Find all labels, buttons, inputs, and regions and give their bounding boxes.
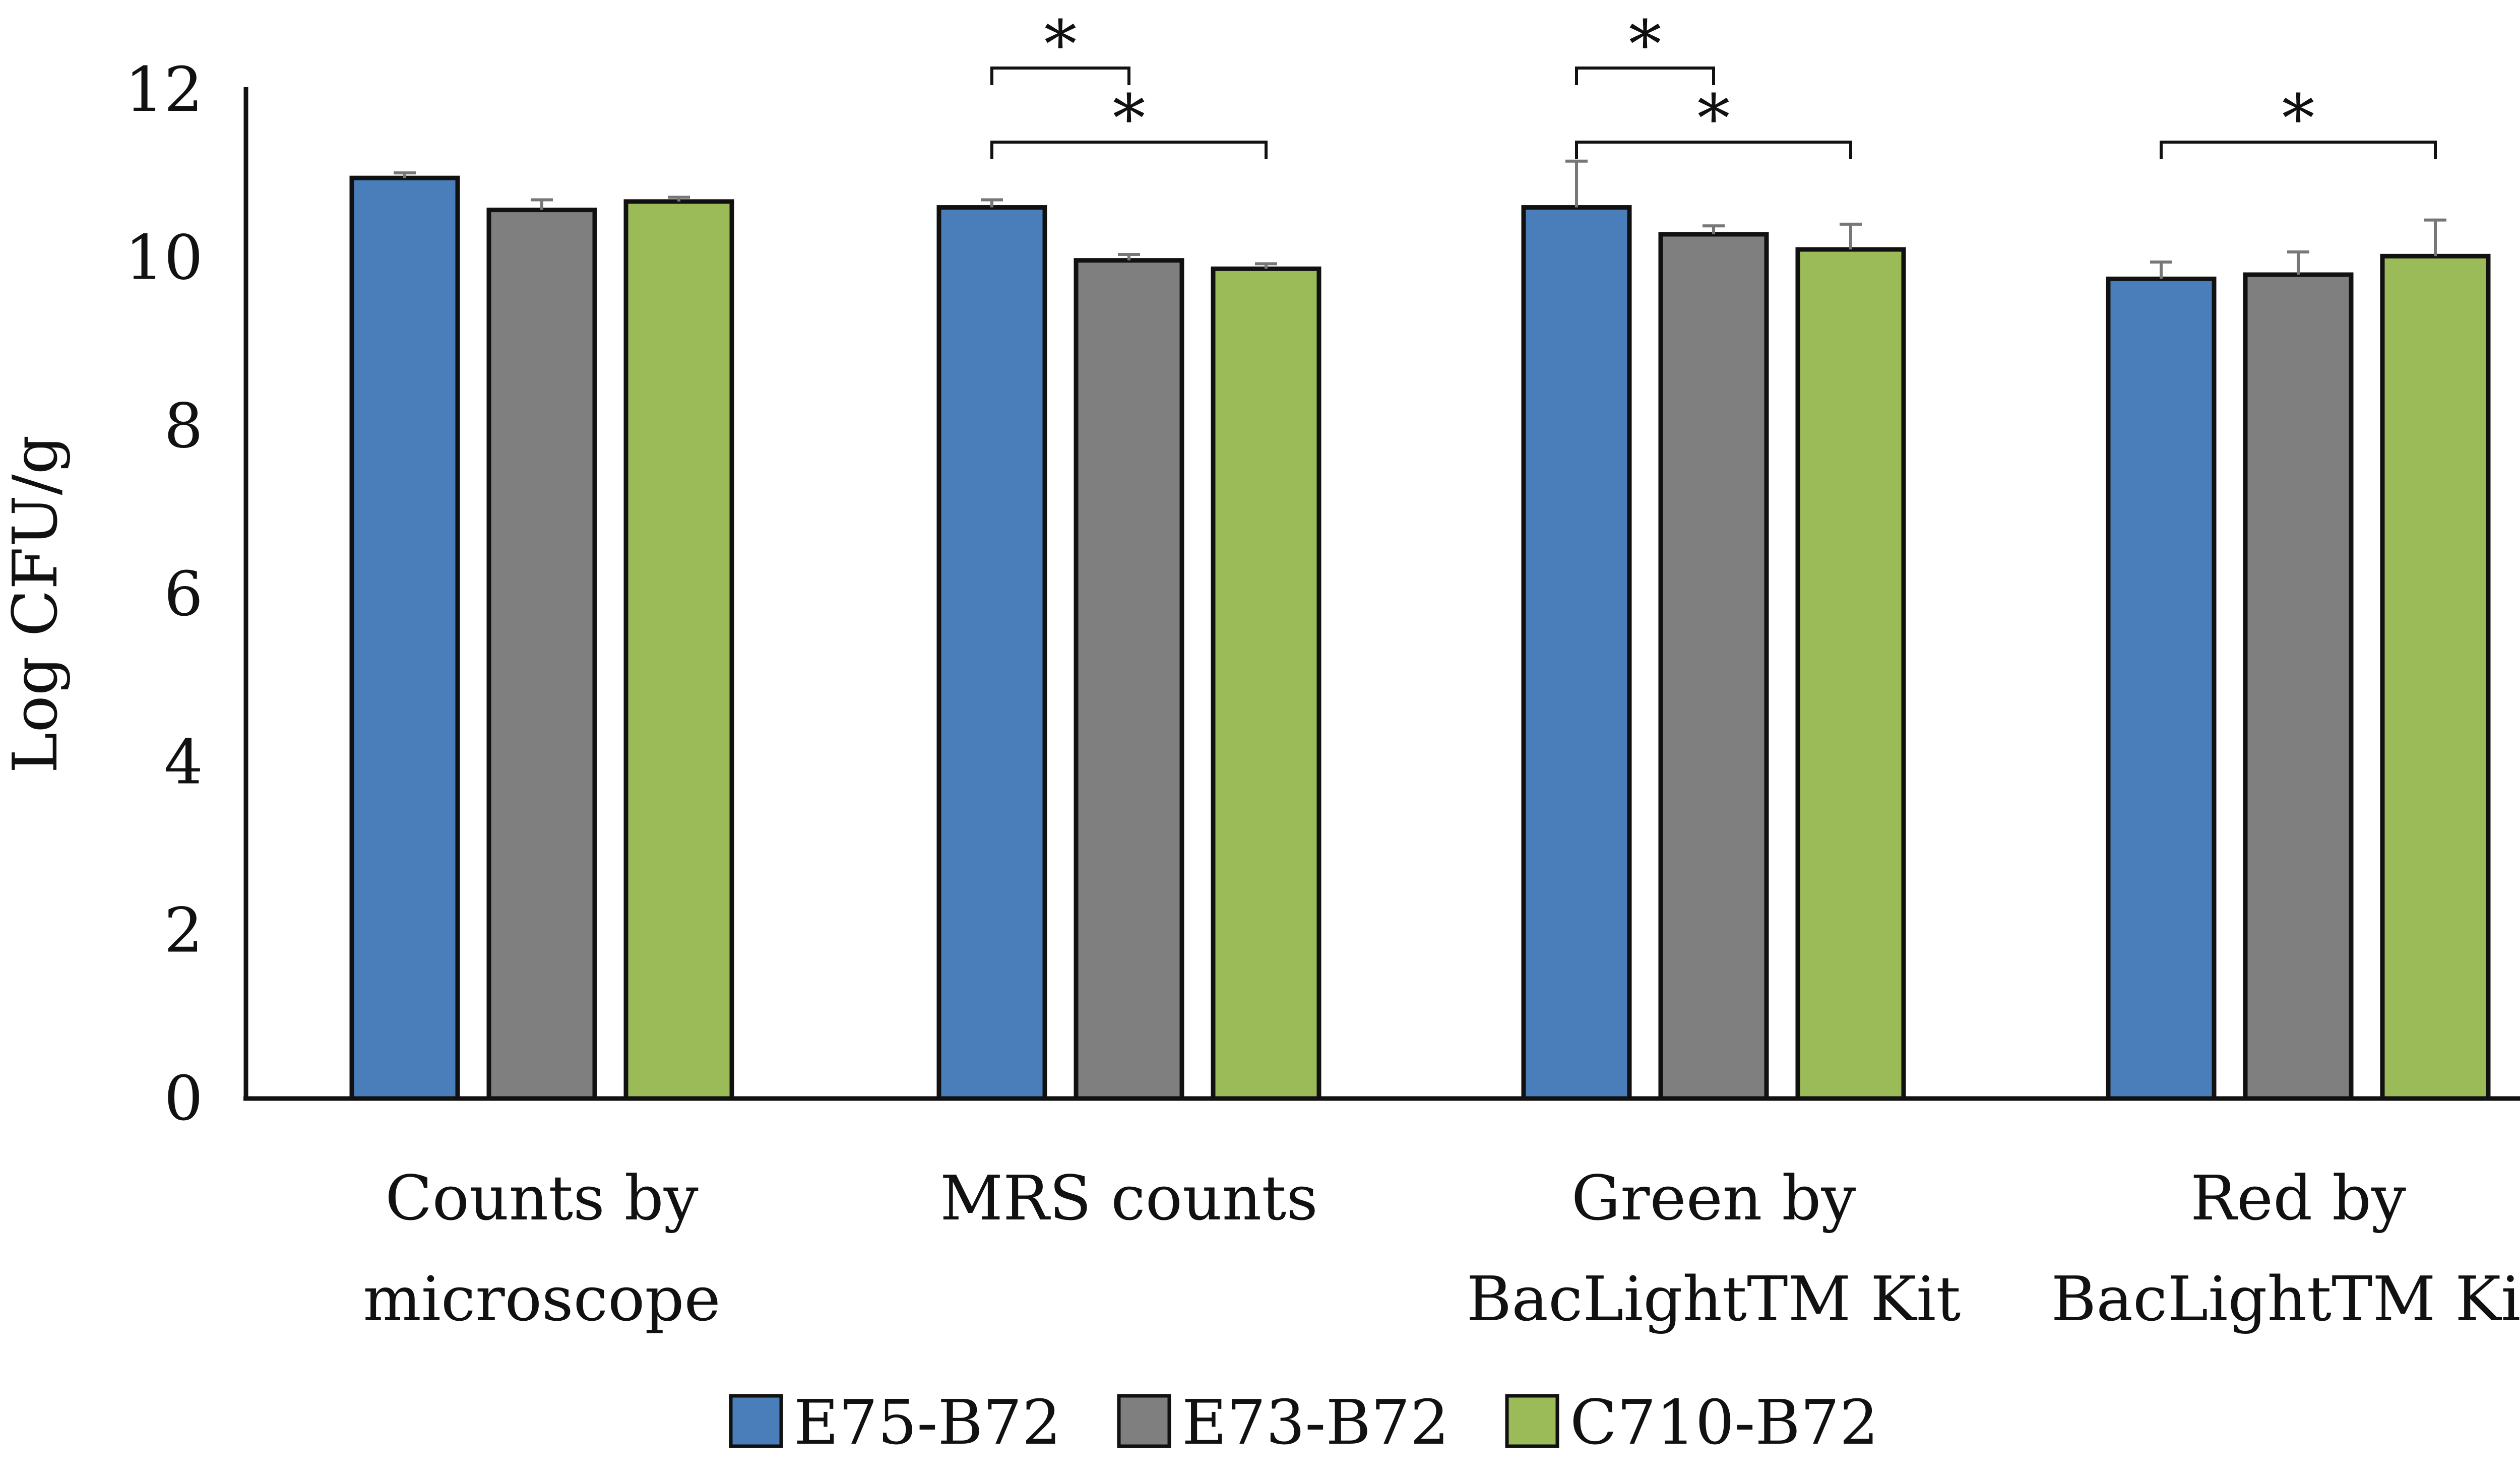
bar-E75-B72-cat0	[349, 175, 460, 1101]
category-label-2: Green by BacLightTM Kit	[1467, 1163, 1961, 1335]
legend: E75-B72 E73-B72 C710-B72	[729, 1387, 1878, 1458]
significance-brackets: * * * * *	[990, 6, 2437, 159]
category-label-0: Counts by microscope	[363, 1163, 720, 1335]
y-tick-label-4: 4	[164, 727, 203, 798]
bar-E73-B72-cat3	[2243, 272, 2354, 1101]
legend-swatch-C710-B72	[1505, 1394, 1559, 1448]
y-axis-label: Log CFU/g	[0, 435, 71, 773]
error-bars	[394, 159, 2446, 279]
sig-bracket-3	[1575, 141, 1852, 159]
legend-swatch-E75-B72	[729, 1394, 783, 1448]
category-label-line: microscope	[363, 1263, 720, 1335]
sig-asterisk-0: *	[1044, 6, 1077, 83]
sig-bracket-0	[990, 67, 1130, 85]
y-tick-label-12: 12	[125, 54, 203, 125]
bar-E73-B72-cat1	[1074, 258, 1184, 1101]
sig-bracket-1	[990, 141, 1268, 159]
sig-bracket-2	[1575, 67, 1715, 85]
bar-E73-B72-cat2	[1658, 232, 1769, 1101]
bar-E75-B72-cat2	[1521, 205, 1632, 1101]
category-label-line: MRS counts	[940, 1163, 1318, 1234]
y-tick-label-6: 6	[164, 558, 203, 630]
sig-asterisk-1: *	[1113, 80, 1146, 157]
y-tick-label-0: 0	[164, 1063, 203, 1134]
bar-C710-B72-cat2	[1795, 247, 1906, 1101]
y-tick-label-2: 2	[164, 894, 203, 966]
legend-label-E75-B72: E75-B72	[794, 1387, 1061, 1458]
category-label-line: Counts by	[385, 1163, 698, 1234]
bar-E75-B72-cat3	[2106, 276, 2217, 1101]
y-tick-label-8: 8	[164, 390, 203, 462]
category-label-line: BacLightTM Kit	[2051, 1263, 2520, 1335]
sig-asterisk-3: *	[1697, 80, 1730, 157]
bar-C710-B72-cat3	[2380, 253, 2491, 1101]
sig-asterisk-2: *	[1629, 6, 1662, 83]
sig-asterisk-4: *	[2282, 80, 2315, 157]
bar-C710-B72-cat0	[623, 199, 734, 1101]
sig-bracket-4	[2160, 141, 2437, 159]
category-label-line: Green by	[1571, 1163, 1856, 1234]
legend-label-E73-B72: E73-B72	[1182, 1387, 1449, 1458]
y-tick-label-10: 10	[125, 222, 203, 294]
legend-label-C710-B72: C710-B72	[1570, 1387, 1878, 1458]
bar-E73-B72-cat0	[486, 208, 597, 1101]
category-labels: Counts by microscope MRS counts Green by Bac…	[363, 1163, 2520, 1335]
category-label-line: Red by	[2190, 1163, 2406, 1234]
legend-swatch-E73-B72	[1117, 1394, 1171, 1448]
category-label-1: MRS counts	[940, 1163, 1318, 1234]
bar-E75-B72-cat1	[936, 205, 1047, 1101]
bars	[349, 175, 2491, 1101]
category-label-3: Red by BacLightTM Kit	[2051, 1163, 2520, 1335]
bar-C710-B72-cat1	[1211, 266, 1321, 1101]
category-label-line: BacLightTM Kit	[1467, 1263, 1961, 1335]
